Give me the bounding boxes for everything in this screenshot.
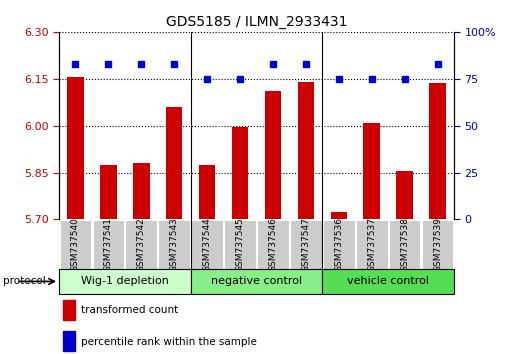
Bar <box>63 300 75 320</box>
Bar <box>63 331 75 351</box>
Bar <box>364 122 380 219</box>
Bar <box>92 220 124 269</box>
Bar <box>429 84 446 219</box>
Bar <box>232 127 248 219</box>
Bar <box>100 165 116 219</box>
Title: GDS5185 / ILMN_2933431: GDS5185 / ILMN_2933431 <box>166 16 347 29</box>
Bar <box>330 212 347 219</box>
Bar <box>397 171 413 219</box>
Bar <box>298 82 314 219</box>
Bar <box>59 269 191 294</box>
Bar <box>265 91 281 219</box>
Text: GSM737542: GSM737542 <box>137 217 146 272</box>
Bar <box>323 220 354 269</box>
Bar <box>290 220 322 269</box>
Text: transformed count: transformed count <box>81 306 178 315</box>
Text: percentile rank within the sample: percentile rank within the sample <box>81 337 256 347</box>
Text: GSM737543: GSM737543 <box>170 217 179 272</box>
Text: negative control: negative control <box>211 276 302 286</box>
Bar <box>126 220 157 269</box>
Text: GSM737546: GSM737546 <box>268 217 278 272</box>
Bar <box>224 220 256 269</box>
Text: protocol: protocol <box>3 276 45 286</box>
Text: GSM737537: GSM737537 <box>367 217 376 272</box>
Bar <box>422 220 453 269</box>
Text: GSM737545: GSM737545 <box>235 217 245 272</box>
Bar <box>166 107 183 219</box>
Bar <box>67 77 84 219</box>
Text: GSM737544: GSM737544 <box>203 217 212 272</box>
Bar <box>159 220 190 269</box>
Bar <box>389 220 421 269</box>
Bar <box>60 220 91 269</box>
Text: GSM737539: GSM737539 <box>433 217 442 272</box>
Bar <box>133 163 149 219</box>
Text: GSM737541: GSM737541 <box>104 217 113 272</box>
Bar <box>257 220 289 269</box>
Text: GSM737547: GSM737547 <box>301 217 310 272</box>
Bar <box>191 269 322 294</box>
Bar <box>356 220 387 269</box>
Text: GSM737540: GSM737540 <box>71 217 80 272</box>
Bar <box>199 165 215 219</box>
Bar <box>322 269 454 294</box>
Text: GSM737538: GSM737538 <box>400 217 409 272</box>
Text: vehicle control: vehicle control <box>347 276 429 286</box>
Text: GSM737536: GSM737536 <box>334 217 343 272</box>
Bar <box>191 220 223 269</box>
Text: Wig-1 depletion: Wig-1 depletion <box>81 276 169 286</box>
